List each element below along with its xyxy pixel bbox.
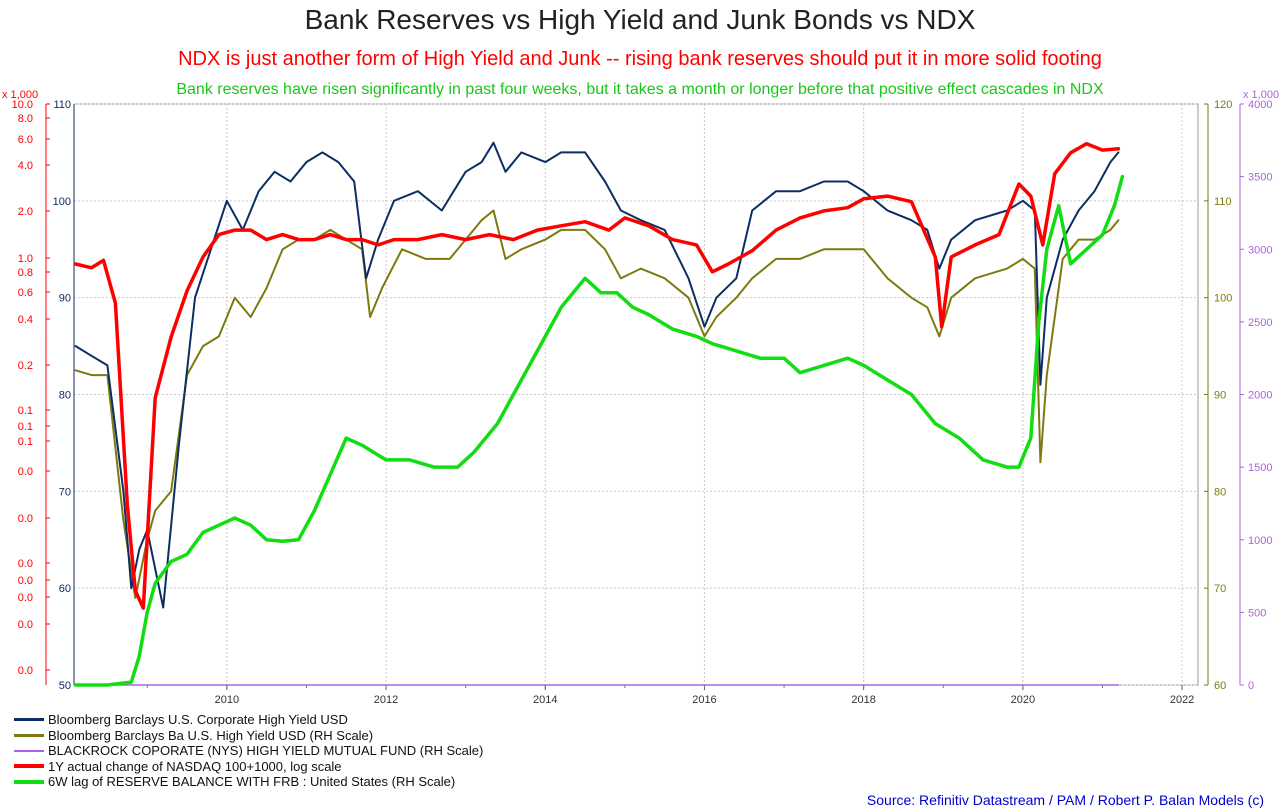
grid-lines [73, 103, 1199, 686]
legend-swatch-olive [14, 733, 44, 737]
y-tick-label-purple: 3500 [1248, 172, 1272, 184]
y-tick-label-red: 0.0 [18, 592, 33, 604]
y-tick-label-purple: 2000 [1248, 390, 1272, 402]
legend-label: BLACKROCK COPORATE (NYS) HIGH YIELD MUTU… [48, 743, 484, 759]
y-axis-multiplier-red: x 1,000 [2, 89, 38, 101]
y-tick-label-red: 4.0 [18, 160, 33, 172]
y-tick-label-navy: 80 [59, 390, 71, 402]
y-tick-label-navy: 100 [53, 196, 71, 208]
y-tick-label-navy: 70 [59, 486, 71, 498]
legend-item: Bloomberg Barclays U.S. Corporate High Y… [14, 712, 483, 728]
y-tick-label-olive: 120 [1214, 99, 1232, 111]
x-tick-label: 2020 [1011, 694, 1035, 706]
y-tick-label-red: 0.0 [18, 665, 33, 677]
y-tick-label-red: 0.0 [18, 619, 33, 631]
y-tick-label-navy: 110 [53, 99, 71, 111]
legend-swatch-purple [14, 749, 44, 752]
x-tick-label: 2016 [692, 694, 716, 706]
y-tick-label-red: 1.0 [18, 253, 33, 265]
y-tick-label-purple: 1500 [1248, 462, 1272, 474]
chart-subtitle-secondary: Bank reserves have risen significantly i… [176, 81, 1104, 98]
y-tick-label-olive: 100 [1214, 293, 1232, 305]
y-tick-label-red: 0.4 [18, 314, 33, 326]
y-tick-label-purple: 4000 [1248, 99, 1272, 111]
legend-label: Bloomberg Barclays Ba U.S. High Yield US… [48, 727, 374, 743]
y-tick-label-red: 0.0 [18, 558, 33, 570]
x-tick-label: 2018 [851, 694, 875, 706]
y-tick-label-purple: 2500 [1248, 317, 1272, 329]
y-tick-label-olive: 60 [1214, 680, 1226, 692]
series-line-ba-high-yield [74, 209, 1120, 599]
y-tick-label-red: 0.0 [18, 466, 33, 478]
legend: Bloomberg Barclays U.S. Corporate High Y… [14, 712, 483, 790]
y-tick-label-olive: 110 [1214, 196, 1232, 208]
y-tick-label-red: 0.1 [18, 421, 33, 433]
y-tick-label-red: 0.1 [18, 436, 33, 448]
y-tick-label-red: 8.0 [18, 113, 33, 125]
chart-canvas: 2010 2012 2014 2016 2018 2020 2022 110 100 90 80 70… [2, 89, 1279, 706]
chart-axes: 2010 2012 2014 2016 2018 2020 2022 110 100 90 80 70… [2, 89, 1279, 706]
y-tick-label-purple: 1000 [1248, 535, 1272, 547]
y-tick-label-red: 0.0 [18, 513, 33, 525]
y-tick-label-navy: 90 [59, 293, 71, 305]
y-tick-label-red: 10.0 [12, 99, 33, 111]
y-tick-label-purple: 500 [1248, 607, 1266, 619]
x-tick-label: 2012 [374, 694, 398, 706]
legend-label: Bloomberg Barclays U.S. Corporate High Y… [48, 712, 348, 728]
series-line-nasdaq-change [73, 141, 1121, 610]
y-tick-label-red: 0.8 [18, 267, 33, 279]
chart-title: Bank Reserves vs High Yield and Junk Bon… [304, 4, 976, 35]
y-tick-label-red: 0.2 [18, 360, 33, 372]
legend-swatch-green [14, 779, 44, 784]
y-tick-label-red: 0.1 [18, 405, 33, 417]
y-tick-label-purple: 0 [1248, 680, 1254, 692]
y-tick-label-red: 2.0 [18, 206, 33, 218]
legend-item: BLACKROCK COPORATE (NYS) HIGH YIELD MUTU… [14, 743, 483, 759]
y-tick-label-red: 0.6 [18, 287, 33, 299]
y-tick-label-red: 0.0 [18, 575, 33, 587]
x-tick-label: 2010 [215, 694, 239, 706]
y-tick-label-olive: 80 [1214, 486, 1226, 498]
legend-item: Bloomberg Barclays Ba U.S. High Yield US… [14, 728, 483, 744]
y-tick-label-navy: 60 [59, 583, 71, 595]
x-tick-label: 2014 [533, 694, 557, 706]
series-layer [73, 141, 1125, 687]
y-tick-label-olive: 90 [1214, 390, 1226, 402]
y-tick-label-olive: 70 [1214, 583, 1226, 595]
y-tick-label-navy: 50 [59, 680, 71, 692]
y-tick-label-red: 6.0 [18, 134, 33, 146]
y-axis-multiplier-purple: x 1,000 [1243, 89, 1279, 101]
series-line-reserve-balance [73, 174, 1125, 687]
x-tick-label: 2022 [1170, 694, 1194, 706]
legend-label: 6W lag of RESERVE BALANCE WITH FRB : Uni… [48, 774, 456, 790]
legend-swatch-red [14, 764, 44, 769]
legend-item: 6W lag of RESERVE BALANCE WITH FRB : Uni… [14, 774, 483, 790]
legend-label: 1Y actual change of NASDAQ 100+1000, log… [48, 758, 342, 774]
source-credit: Source: Refinitiv Datastream / PAM / Rob… [866, 792, 1264, 808]
legend-swatch-navy [14, 718, 44, 722]
chart-subtitle: NDX is just another form of High Yield a… [178, 48, 1102, 70]
y-tick-label-purple: 3000 [1248, 244, 1272, 256]
legend-item: 1Y actual change of NASDAQ 100+1000, log… [14, 759, 483, 775]
series-line-corporate-high-yield [74, 141, 1120, 609]
